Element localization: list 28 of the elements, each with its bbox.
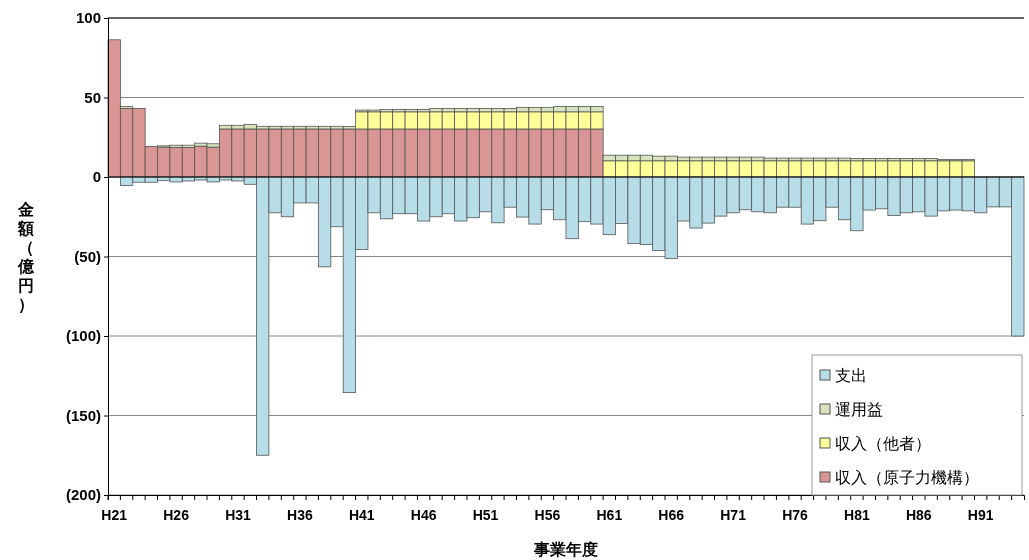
x-tick-label: H56 bbox=[534, 506, 561, 523]
x-tick-label: H61 bbox=[596, 506, 623, 523]
x-tick-label: H21 bbox=[101, 506, 128, 523]
x-tick-label: H76 bbox=[782, 506, 809, 523]
y-tick-label: 100 bbox=[75, 9, 101, 27]
y-tick-label: (150) bbox=[65, 406, 101, 424]
x-tick-label: H81 bbox=[844, 506, 870, 523]
x-tick-label: H86 bbox=[905, 506, 932, 523]
x-tick-label: H51 bbox=[472, 506, 499, 523]
x-tick-label: H71 bbox=[720, 506, 747, 523]
y-tick-label: 0 bbox=[92, 168, 101, 186]
y-tick-label: (50) bbox=[74, 247, 101, 265]
x-tick-label: H66 bbox=[658, 506, 685, 523]
legend-label: 運用益 bbox=[835, 400, 883, 419]
legend-label: 支出 bbox=[835, 366, 867, 385]
y-tick-label: (100) bbox=[65, 327, 101, 345]
legend-label: 収入（他者） bbox=[835, 434, 931, 453]
x-tick-label: H91 bbox=[967, 506, 994, 523]
x-axis-title: 事業年度 bbox=[533, 540, 598, 559]
y-tick-label: 50 bbox=[84, 88, 101, 106]
y-axis-title: 金額（億円） bbox=[17, 200, 35, 314]
x-tick-label: H26 bbox=[163, 506, 190, 523]
x-tick-label: H46 bbox=[410, 506, 437, 523]
legend-label: 収入（原子力機構） bbox=[835, 468, 979, 487]
x-tick-label: H31 bbox=[225, 506, 252, 523]
x-tick-label: H41 bbox=[348, 506, 375, 523]
y-tick-label: (200) bbox=[65, 486, 101, 504]
x-tick-label: H36 bbox=[287, 506, 313, 523]
